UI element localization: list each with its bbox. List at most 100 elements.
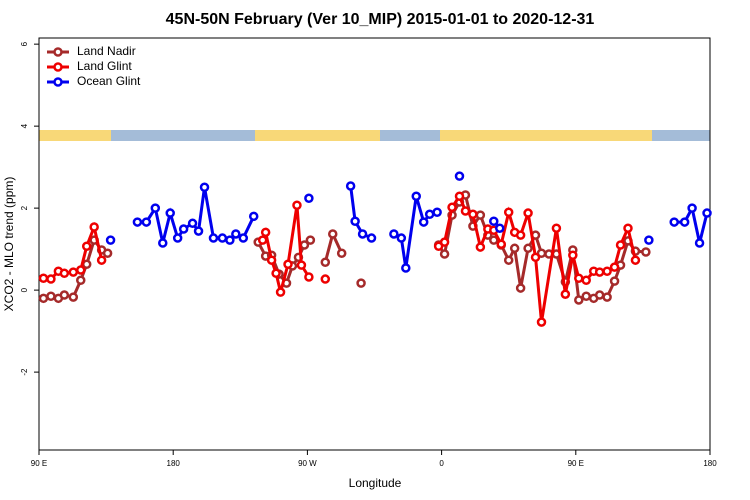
point: [515, 283, 526, 293]
point: [102, 248, 113, 258]
point: [165, 208, 175, 218]
point: [630, 255, 641, 265]
point: [320, 257, 331, 267]
plot-frame: [38, 37, 711, 451]
point: [609, 276, 620, 286]
point: [396, 233, 407, 243]
point: [283, 259, 293, 270]
point: [447, 202, 457, 213]
point: [193, 226, 204, 236]
point: [217, 233, 228, 243]
legend-label: Ocean Glint: [77, 74, 141, 88]
point: [150, 203, 161, 213]
chart-title: 45N-50N February (Ver 10_MIP) 2015-01-01…: [166, 11, 595, 28]
point: [536, 317, 547, 327]
point: [602, 266, 612, 277]
point: [615, 240, 626, 250]
point: [199, 182, 210, 192]
point: [345, 181, 356, 191]
y-tick-label: -2: [20, 368, 29, 376]
point: [158, 238, 168, 248]
x-tick-label: 180: [167, 459, 181, 468]
point: [418, 217, 429, 227]
point: [489, 216, 499, 226]
point: [679, 217, 690, 227]
point: [59, 268, 70, 279]
point: [132, 217, 143, 227]
point: [327, 229, 338, 239]
point: [68, 292, 79, 302]
point: [260, 227, 271, 238]
point: [350, 216, 360, 226]
point: [225, 235, 235, 245]
point: [141, 217, 152, 227]
point: [266, 255, 277, 265]
point: [551, 223, 562, 233]
point: [523, 208, 533, 218]
point: [178, 224, 189, 234]
point: [489, 235, 499, 245]
x-tick-label: 0: [439, 459, 444, 468]
x-tick-label: 90 E: [568, 459, 584, 468]
x-tick-label: 90 W: [298, 459, 317, 468]
point: [581, 275, 591, 286]
point: [187, 218, 198, 229]
legend-marker: [53, 47, 63, 57]
point: [475, 210, 486, 220]
point: [432, 207, 442, 217]
point: [238, 233, 249, 243]
point: [248, 211, 259, 222]
point: [172, 233, 183, 243]
point: [304, 272, 314, 282]
point: [304, 193, 314, 204]
point: [496, 239, 506, 249]
point: [296, 260, 307, 270]
point: [81, 241, 92, 252]
point: [424, 209, 435, 220]
point: [59, 290, 70, 300]
point: [46, 291, 56, 302]
point: [208, 233, 219, 243]
x-tick-label: 180: [703, 459, 717, 468]
point: [96, 255, 107, 265]
legend-marker: [53, 77, 63, 87]
point: [594, 267, 605, 277]
x-tick-label: 90 E: [31, 459, 47, 468]
point: [89, 222, 99, 232]
point: [687, 203, 697, 213]
point: [439, 249, 450, 259]
point: [336, 248, 347, 258]
point: [609, 262, 620, 272]
point: [475, 242, 486, 252]
point: [411, 191, 422, 201]
point: [702, 208, 712, 218]
point: [641, 247, 651, 257]
y-tick-label: 0: [20, 287, 29, 292]
legend-marker: [53, 62, 63, 72]
point: [356, 278, 366, 288]
point: [581, 291, 591, 302]
point: [68, 267, 79, 277]
series-line: [137, 185, 709, 269]
y-axis-title: XCO2 - MLO trend (ppm): [2, 177, 16, 312]
point: [669, 217, 679, 227]
point: [460, 206, 471, 216]
point: [503, 255, 514, 265]
point: [694, 238, 705, 248]
series-line: [43, 193, 637, 323]
point: [76, 265, 86, 275]
point: [454, 171, 465, 181]
series-line: [43, 191, 646, 303]
point: [644, 235, 654, 245]
point: [602, 292, 612, 302]
point: [468, 209, 478, 220]
point: [574, 295, 584, 305]
point: [231, 229, 241, 239]
point: [305, 235, 316, 245]
point: [439, 237, 450, 247]
y-tick-label: 6: [20, 41, 29, 46]
x-axis-title: Longitude: [349, 476, 402, 490]
point: [271, 268, 281, 279]
point: [320, 274, 331, 284]
